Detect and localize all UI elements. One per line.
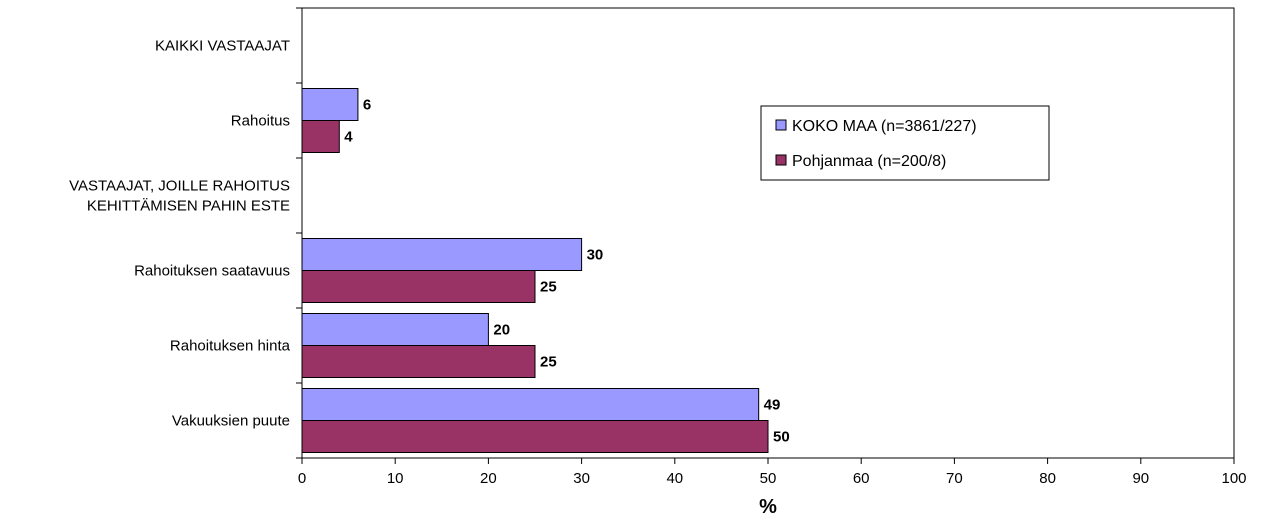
data-label-pohjanmaa-n-200-8-rahoituksen-hinta: 25 [540, 354, 557, 371]
x-tick-label-60: 60 [853, 470, 870, 487]
category-labels: KAIKKI VASTAAJAT Rahoitus VASTAAJAT, JOILL… [69, 38, 291, 430]
x-tick-label-80: 80 [1039, 470, 1056, 487]
bar-pohjanmaa-n-200-8-rahoitus [302, 121, 339, 153]
data-label-koko-maa-n-3861-227-rahoitus: 6 [363, 97, 371, 114]
data-label-koko-maa-n-3861-227-rahoituksen-hinta: 20 [493, 322, 510, 339]
legend-label-koko-maa: KOKO MAA (n=3861/227) [792, 118, 977, 135]
legend-swatch-koko-maa [776, 120, 786, 130]
category-label-rahoitus: Rahoitus [231, 113, 290, 130]
x-axis-title: % [759, 496, 777, 518]
bar-koko-maa-n-3861-227-rahoituksen-saatavuus [302, 239, 582, 271]
data-label-pohjanmaa-n-200-8-vakuuksien-puute: 50 [773, 429, 790, 446]
bar-koko-maa-n-3861-227-rahoitus [302, 89, 358, 121]
bar-pohjanmaa-n-200-8-rahoituksen-hinta [302, 346, 535, 378]
legend-swatch-pohjanmaa [776, 155, 786, 165]
x-tick-label-20: 20 [480, 470, 497, 487]
category-label-kaikki-vastaajat: KAIKKI VASTAAJAT [155, 38, 290, 55]
x-tick-label-50: 50 [760, 470, 777, 487]
bar-pohjanmaa-n-200-8-vakuuksien-puute [302, 421, 768, 453]
category-label-vastaajat-joille-rahoitus-kehittämisen-pahin-este-line-1: VASTAAJAT, JOILLE RAHOITUS [69, 178, 290, 195]
category-label-vastaajat-joille-rahoitus-kehittämisen-pahin-este-line-2: KEHITTÄMISEN PAHIN ESTE [87, 198, 290, 215]
bar-koko-maa-n-3861-227-rahoituksen-hinta [302, 314, 488, 346]
legend: KOKO MAA (n=3861/227) Pohjanmaa (n=200/8… [761, 106, 1049, 180]
category-label-rahoituksen-saatavuus: Rahoituksen saatavuus [134, 263, 290, 280]
category-label-rahoituksen-hinta: Rahoituksen hinta [170, 338, 291, 355]
bar-pohjanmaa-n-200-8-rahoituksen-saatavuus [302, 271, 535, 303]
legend-label-pohjanmaa: Pohjanmaa (n=200/8) [792, 153, 946, 170]
x-tick-label-10: 10 [387, 470, 404, 487]
x-tick-label-90: 90 [1132, 470, 1149, 487]
bar-koko-maa-n-3861-227-vakuuksien-puute [302, 389, 759, 421]
x-tick-label-40: 40 [666, 470, 683, 487]
data-label-pohjanmaa-n-200-8-rahoitus: 4 [344, 129, 353, 146]
data-label-koko-maa-n-3861-227-rahoituksen-saatavuus: 30 [587, 247, 604, 264]
category-label-vakuuksien-puute: Vakuuksien puute [172, 413, 290, 430]
x-tick-label-100: 100 [1221, 470, 1246, 487]
data-label-pohjanmaa-n-200-8-rahoituksen-saatavuus: 25 [540, 279, 557, 296]
x-tick-label-70: 70 [946, 470, 963, 487]
x-tick-label-30: 30 [573, 470, 590, 487]
data-label-koko-maa-n-3861-227-vakuuksien-puute: 49 [764, 397, 781, 414]
x-tick-label-0: 0 [298, 470, 306, 487]
